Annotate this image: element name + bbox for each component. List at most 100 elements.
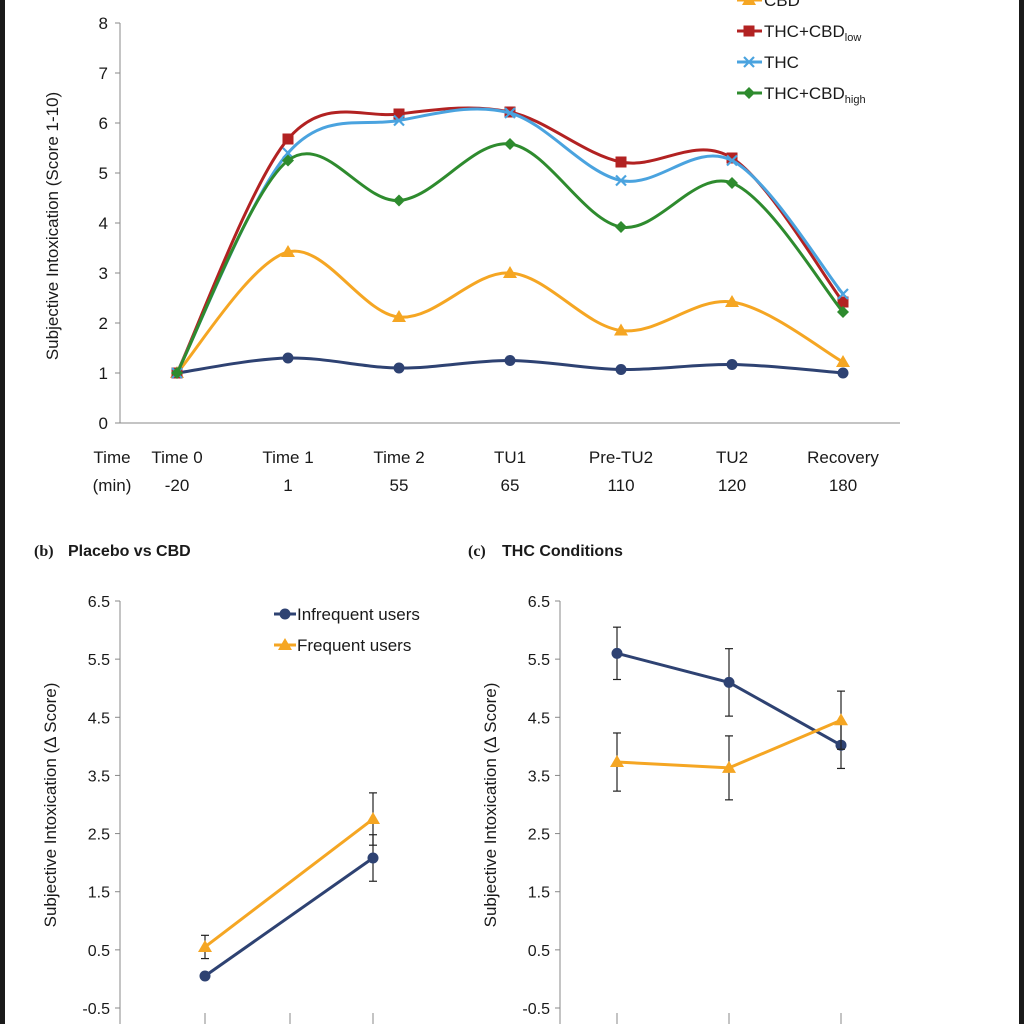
panel-b-data-point-frequent-users <box>366 812 380 825</box>
data-point-placebo <box>282 352 294 364</box>
data-point-thc <box>615 174 627 187</box>
panel-c-data-point-frequent-users <box>722 760 736 773</box>
panel-c-data-point-frequent-users <box>610 755 624 768</box>
data-point-thc-stroke2 <box>393 114 405 127</box>
panel-a-y-tick-label: 5 <box>99 164 108 183</box>
panel-c-y-tick-label: 1.5 <box>528 885 550 902</box>
panel-a-y-tick-label: 2 <box>99 314 108 333</box>
data-point-thc-cbdhigh <box>837 306 849 318</box>
data-point-thc-cbdhigh <box>393 194 405 207</box>
legend-marker-thc-cbdlow <box>743 25 755 37</box>
panel-a-x-tick-label: Time 2 <box>373 448 424 467</box>
panel-b-y-tick-label: 0.5 <box>88 943 110 960</box>
panel-c-data-point-infrequent-users <box>723 676 735 688</box>
panel-a-x-tick-minutes: 110 <box>607 476 634 495</box>
panel-a-x-tick-label: Recovery <box>807 448 879 467</box>
panel-a-x-header-min: (min) <box>93 476 132 495</box>
panel-c-y-tick-label: 4.5 <box>528 710 550 727</box>
panel-b-y-tick-label: 6.5 <box>88 594 110 611</box>
panel-a-x-tick-minutes: 65 <box>501 476 520 495</box>
data-point-thc-stroke2 <box>726 154 738 167</box>
panel-c-y-tick-label: 5.5 <box>528 652 550 669</box>
panel-a-x-tick-label: Time 1 <box>262 448 313 467</box>
legend-marker-cbd <box>742 0 756 5</box>
panel-c-title: THC Conditions <box>502 543 623 560</box>
legend-label-thc-cbdhigh: THC+CBDhigh <box>764 84 866 106</box>
panel-a-x-header-time: Time <box>93 448 130 467</box>
panel-a-x-tick-minutes: -20 <box>165 476 190 495</box>
panel-b-legend-label-infrequent-users: Infrequent users <box>297 605 420 624</box>
panel-c-y-axis-label: Subjective Intoxication (Δ Score) <box>481 683 500 928</box>
legend-marker-thc-stroke2 <box>743 56 755 68</box>
panel-a-y-axis-label: Subjective Intoxication (Score 1-10) <box>43 92 62 360</box>
panel-c-y-tick-label: 3.5 <box>528 768 550 785</box>
panel-a-y-tick-label: 0 <box>99 414 108 433</box>
data-point-thc-cbdhigh <box>171 367 183 379</box>
panel-c-y-tick-label: -0.5 <box>522 1001 550 1018</box>
panel-b-data-point-infrequent-users <box>199 970 211 982</box>
data-point-placebo <box>615 364 627 375</box>
panel-b-letter: (b) <box>34 543 54 560</box>
panel-a-x-tick-label: Pre-TU2 <box>589 448 653 467</box>
panel-a-y-tick-label: 4 <box>99 214 108 233</box>
data-point-cbd <box>836 355 850 367</box>
data-point-thc <box>837 288 849 300</box>
data-point-placebo <box>837 367 849 379</box>
data-point-thc-cbdhigh <box>726 177 738 189</box>
panel-a-x-tick-minutes: 120 <box>718 476 746 495</box>
legend-marker-thc <box>743 56 755 68</box>
data-point-thc <box>282 147 294 159</box>
data-point-thc-cbdlow <box>726 152 738 164</box>
panel-a-x-tick-label: TU1 <box>494 448 526 467</box>
panel-c-letter: (c) <box>468 543 486 560</box>
panel-b-series-line-frequent-users <box>204 817 374 949</box>
panel-b-data-point-frequent-users <box>198 939 212 952</box>
data-point-thc-cbdhigh <box>282 154 294 167</box>
data-point-cbd <box>503 266 517 278</box>
panel-b-legend-label-frequent-users: Frequent users <box>297 636 411 655</box>
panel-c-data-point-frequent-users <box>834 713 848 726</box>
data-point-placebo <box>504 355 516 366</box>
panel-a-x-tick-minutes: 1 <box>283 476 292 495</box>
data-point-cbd <box>725 295 739 307</box>
panel-c-y-tick-label: 2.5 <box>528 827 550 844</box>
data-point-thc <box>504 107 516 119</box>
data-point-thc <box>726 154 738 167</box>
legend-label-thc: THC <box>764 53 799 72</box>
data-point-cbd <box>281 245 295 257</box>
panel-c-y-tick-label: 0.5 <box>528 943 550 960</box>
panel-c-data-point-infrequent-users <box>611 647 623 659</box>
data-point-thc-stroke2 <box>282 147 294 159</box>
panel-b-y-tick-label: -0.5 <box>82 1001 110 1018</box>
data-point-cbd <box>614 323 628 336</box>
data-point-placebo <box>393 362 405 374</box>
panel-b-data-point-infrequent-users <box>367 852 379 864</box>
panel-a-x-tick-minutes: 180 <box>829 476 857 495</box>
legend-label-cbd: CBD <box>764 0 800 10</box>
panel-b-y-tick-label: 5.5 <box>88 652 110 669</box>
data-point-thc <box>393 114 405 127</box>
data-point-placebo <box>726 359 738 370</box>
panel-b-y-tick-label: 3.5 <box>88 768 110 785</box>
panel-b-y-axis-label: Subjective Intoxication (Δ Score) <box>41 683 60 928</box>
panel-b-y-tick-label: 2.5 <box>88 827 110 844</box>
panel-b-legend-marker-infrequent-users <box>279 608 291 620</box>
panel-a-y-tick-label: 7 <box>99 64 108 83</box>
data-point-cbd <box>392 310 406 322</box>
data-point-thc-cbdlow <box>615 156 627 168</box>
data-point-thc-cbdhigh <box>504 138 516 150</box>
legend-marker-thc-cbdhigh <box>743 87 755 99</box>
panel-a-y-tick-label: 8 <box>99 14 108 33</box>
data-point-thc-cbdhigh <box>615 221 627 233</box>
panel-a-y-tick-label: 1 <box>99 364 108 383</box>
data-point-thc-stroke2 <box>837 288 849 300</box>
data-point-thc-stroke2 <box>504 107 516 119</box>
panel-a-y-tick-label: 6 <box>99 114 108 133</box>
panel-b-title: Placebo vs CBD <box>68 543 191 560</box>
panel-c-y-tick-label: 6.5 <box>528 594 550 611</box>
panel-b-y-tick-label: 1.5 <box>88 885 110 902</box>
legend-label-thc-cbdlow: THC+CBDlow <box>764 22 861 44</box>
panel-b-series-line-infrequent-users <box>204 856 374 978</box>
panel-a-y-tick-label: 3 <box>99 264 108 283</box>
